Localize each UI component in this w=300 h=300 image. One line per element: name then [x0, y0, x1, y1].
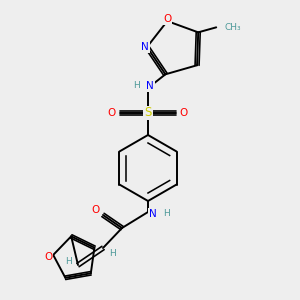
Text: H: H — [163, 209, 170, 218]
Text: O: O — [163, 14, 171, 24]
Text: H: H — [110, 248, 116, 257]
Text: N: N — [146, 81, 154, 91]
Text: O: O — [44, 252, 52, 262]
Text: S: S — [144, 106, 152, 119]
Text: H: H — [64, 257, 71, 266]
Text: O: O — [108, 108, 116, 118]
Text: H: H — [133, 80, 140, 89]
Text: N: N — [141, 42, 149, 52]
Text: O: O — [92, 205, 100, 215]
Text: N: N — [149, 209, 157, 219]
Text: O: O — [180, 108, 188, 118]
Text: CH₃: CH₃ — [224, 23, 241, 32]
